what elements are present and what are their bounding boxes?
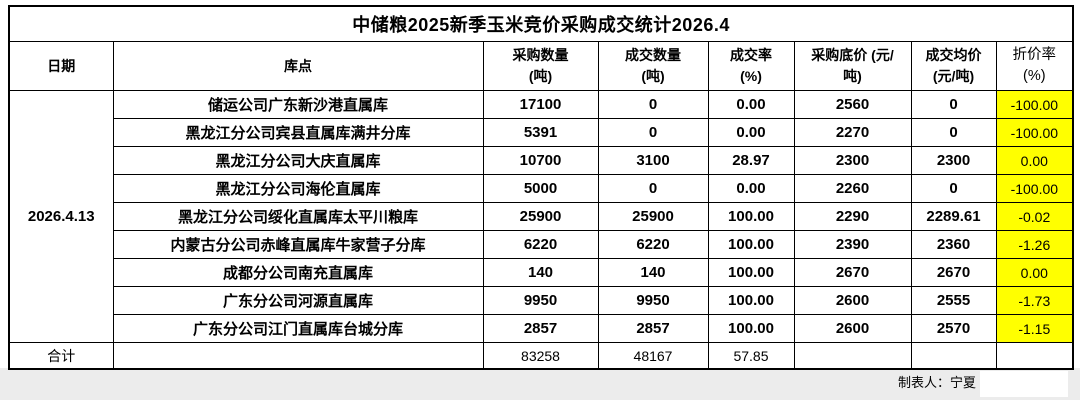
avg-price-cell: 0 — [910, 118, 997, 147]
deal-rate-cell: 28.97 — [707, 146, 795, 175]
warehouse-cell: 内蒙古分公司赤峰直属库牛家营子分库 — [112, 230, 484, 259]
deal-rate-cell: 0.00 — [707, 90, 795, 119]
warehouse-cell: 黑龙江分公司绥化直属库太平川粮库 — [112, 202, 484, 231]
deal-qty-cell: 25900 — [597, 202, 709, 231]
purchase-qty-cell: 17100 — [482, 90, 599, 119]
base-price-cell: 2270 — [793, 118, 912, 147]
base-price-cell: 2290 — [793, 202, 912, 231]
deal-qty-cell: 0 — [597, 118, 709, 147]
column-header-discount-rate: 折价率 (%) — [995, 41, 1074, 91]
base-price-cell: 2300 — [793, 146, 912, 175]
purchase-qty-cell: 6220 — [482, 230, 599, 259]
purchase-qty-cell: 140 — [482, 258, 599, 287]
base-price-cell: 2600 — [793, 314, 912, 343]
base-price-cell: 2600 — [793, 286, 912, 315]
column-header-base-price: 采购底价 (元/ 吨) — [793, 41, 912, 91]
avg-price-cell: 0 — [910, 90, 997, 119]
deal-rate-cell: 100.00 — [707, 258, 795, 287]
column-header-deal-rate: 成交率 (%) — [707, 41, 795, 91]
table-row: 黑龙江分公司绥化直属库太平川粮库 25900 25900 100.00 2290 2289… — [9, 202, 1074, 231]
deal-qty-cell: 3100 — [597, 146, 709, 175]
deal-rate-cell: 100.00 — [707, 314, 795, 343]
total-avg-price-cell — [910, 342, 997, 370]
title-row: 中储粮2025新季玉米竞价采购成交统计2026.4 — [8, 5, 1074, 42]
deal-qty-cell: 6220 — [597, 230, 709, 259]
discount-rate-cell: -0.02 — [995, 202, 1074, 231]
purchase-qty-cell: 25900 — [482, 202, 599, 231]
deal-qty-cell: 0 — [597, 174, 709, 203]
deal-qty-cell: 140 — [597, 258, 709, 287]
table-creator-label: 制表人：宁夏 — [897, 375, 976, 390]
purchase-qty-cell: 5391 — [482, 118, 599, 147]
warehouse-cell: 黑龙江分公司宾县直属库满井分库 — [112, 118, 484, 147]
discount-rate-cell: -1.73 — [995, 286, 1074, 315]
total-base-price-cell — [793, 342, 912, 370]
avg-price-cell: 2670 — [910, 258, 997, 287]
base-price-cell: 2260 — [793, 174, 912, 203]
purchase-qty-cell: 9950 — [482, 286, 599, 315]
avg-price-cell: 2360 — [910, 230, 997, 259]
discount-rate-cell: 0.00 — [995, 258, 1074, 287]
total-deal-qty-cell: 48167 — [597, 342, 709, 370]
table-title: 中储粮2025新季玉米竞价采购成交统计2026.4 — [8, 5, 1074, 42]
discount-rate-cell: -1.15 — [995, 314, 1074, 343]
table-row: 黑龙江分公司大庆直属库 10700 3100 28.97 2300 2300 0.00 — [9, 146, 1074, 175]
column-header-warehouse: 库点 — [112, 41, 484, 91]
column-header-purchase-qty: 采购数量 (吨) — [482, 41, 599, 91]
deal-rate-cell: 0.00 — [707, 118, 795, 147]
header-row: 日期 库点 采购数量 (吨) 成交数量 (吨) 成交率 (%) 采购底价 (元/… — [8, 41, 1074, 91]
total-purchase-qty-cell: 83258 — [482, 342, 599, 370]
deal-rate-cell: 100.00 — [707, 286, 795, 315]
discount-rate-cell: 0.00 — [995, 146, 1074, 175]
base-price-cell: 2670 — [793, 258, 912, 287]
column-header-avg-price: 成交均价 (元/吨) — [910, 41, 997, 91]
discount-rate-cell: -1.26 — [995, 230, 1074, 259]
avg-price-cell: 0 — [910, 174, 997, 203]
discount-rate-cell: -100.00 — [995, 90, 1074, 119]
table-row: 成都分公司南充直属库 140 140 100.00 2670 2670 0.00 — [9, 258, 1074, 287]
total-discount-rate-cell — [995, 342, 1074, 370]
deal-rate-cell: 100.00 — [707, 230, 795, 259]
deal-qty-cell: 9950 — [597, 286, 709, 315]
purchase-qty-cell: 10700 — [482, 146, 599, 175]
avg-price-cell: 2570 — [910, 314, 997, 343]
table-row: 广东分公司江门直属库台城分库 2857 2857 100.00 2600 2570 -1.1… — [9, 314, 1074, 343]
table-row: 黑龙江分公司海伦直属库 5000 0 0.00 2260 0 -100.00 — [9, 174, 1074, 203]
deal-qty-cell: 0 — [597, 90, 709, 119]
column-header-deal-qty: 成交数量 (吨) — [597, 41, 709, 91]
warehouse-cell: 黑龙江分公司大庆直属库 — [112, 146, 484, 175]
page-background-strip — [0, 368, 1080, 400]
avg-price-cell: 2555 — [910, 286, 997, 315]
purchase-qty-cell: 5000 — [482, 174, 599, 203]
base-price-cell: 2390 — [793, 230, 912, 259]
total-row: 合计 83258 48167 57.85 — [8, 342, 1074, 370]
deal-rate-cell: 100.00 — [707, 202, 795, 231]
warehouse-cell: 成都分公司南充直属库 — [112, 258, 484, 287]
table-row: 2026.4.13 储运公司广东新沙港直属库 17100 0 0.00 2560 0 -100… — [8, 90, 1074, 343]
date-cell: 2026.4.13 — [8, 90, 114, 343]
discount-rate-cell: -100.00 — [995, 174, 1074, 203]
base-price-cell: 2560 — [793, 90, 912, 119]
table-row: 广东分公司河源直属库 9950 9950 100.00 2600 2555 -1.73 — [9, 286, 1074, 315]
avg-price-cell: 2300 — [910, 146, 997, 175]
procurement-table: 中储粮2025新季玉米竞价采购成交统计2026.4 日期 库点 采购数量 (吨)… — [8, 5, 1075, 370]
purchase-qty-cell: 2857 — [482, 314, 599, 343]
footer-empty-cell — [980, 371, 1068, 397]
total-label-cell: 合计 — [8, 342, 114, 370]
warehouse-cell: 广东分公司河源直属库 — [112, 286, 484, 315]
column-header-date: 日期 — [8, 41, 114, 91]
deal-rate-cell: 0.00 — [707, 174, 795, 203]
deal-qty-cell: 2857 — [597, 314, 709, 343]
total-warehouse-cell — [112, 342, 484, 370]
total-deal-rate-cell: 57.85 — [707, 342, 795, 370]
table-row: 黑龙江分公司宾县直属库满井分库 5391 0 0.00 2270 0 -100.00 — [9, 118, 1074, 147]
discount-rate-cell: -100.00 — [995, 118, 1074, 147]
warehouse-cell: 黑龙江分公司海伦直属库 — [112, 174, 484, 203]
table-row: 内蒙古分公司赤峰直属库牛家营子分库 6220 6220 100.00 2390 2360-… — [9, 230, 1074, 259]
warehouse-cell: 广东分公司江门直属库台城分库 — [112, 314, 484, 343]
avg-price-cell: 2289.61 — [910, 202, 997, 231]
warehouse-cell: 储运公司广东新沙港直属库 — [112, 90, 484, 119]
